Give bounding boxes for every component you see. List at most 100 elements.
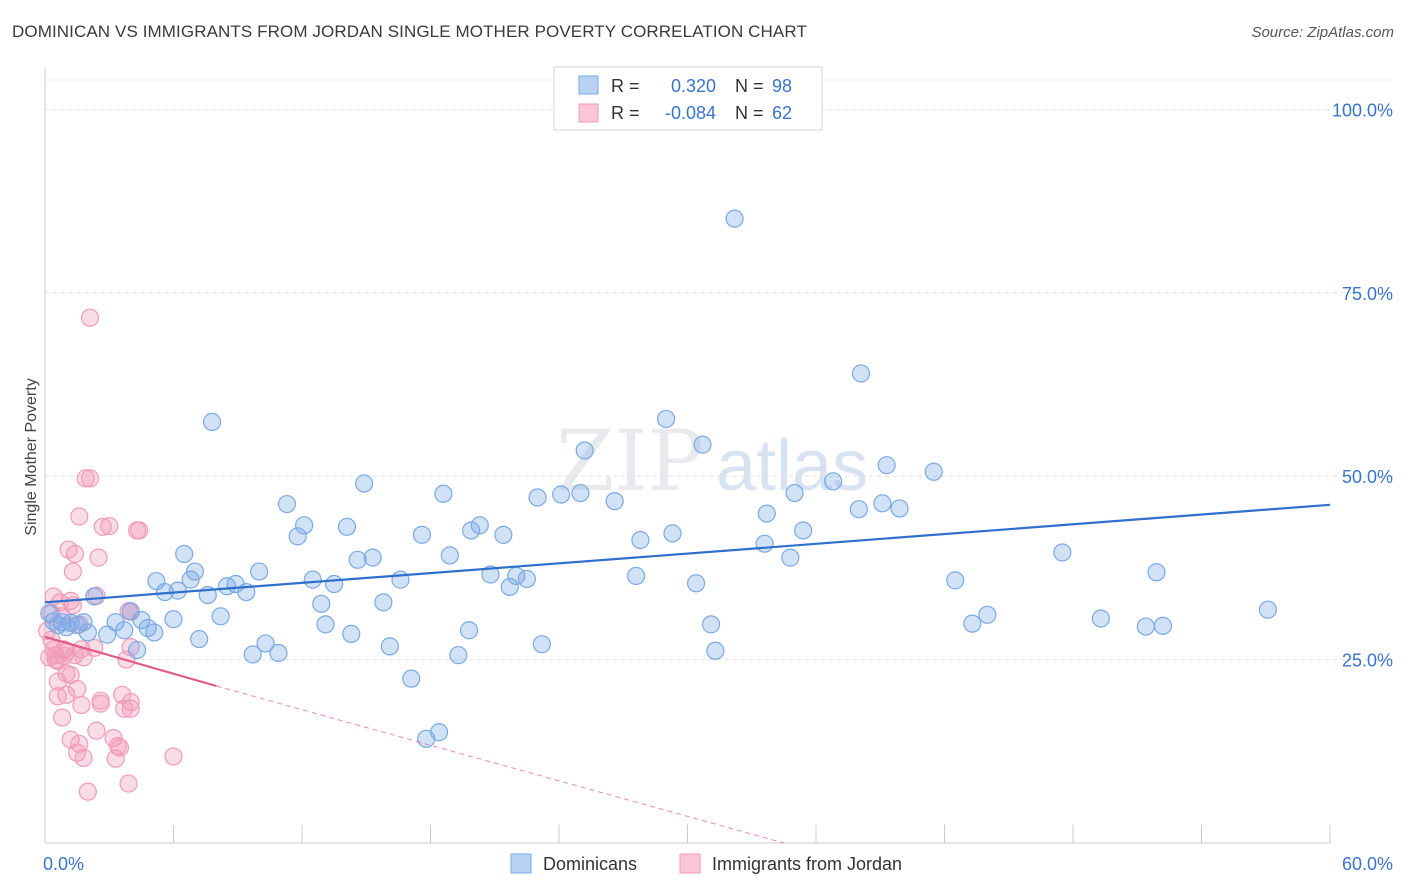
dominicans-point-24 <box>185 562 205 581</box>
dominicans-point-96 <box>1053 543 1072 562</box>
dominicans-point-101 <box>1258 600 1277 619</box>
jordan-point-62 <box>130 521 149 540</box>
dominicans-point-44 <box>342 624 361 644</box>
x-tick-label-0: 0.0% <box>43 854 84 874</box>
dominicans-point-62 <box>494 525 513 544</box>
y-axis-label: Single Mother Poverty <box>23 378 40 535</box>
dominicans-point-74 <box>656 409 676 429</box>
dominicans-point-25 <box>190 629 209 649</box>
stats-n-value-2: 62 <box>772 103 792 123</box>
stats-n-label-1: N = <box>735 76 764 96</box>
legend-swatch-jordan <box>679 853 701 874</box>
dominicans-point-59 <box>462 521 481 540</box>
stats-swatch-dominicans <box>578 75 599 95</box>
dominicans-point-70 <box>575 441 594 460</box>
dominicans-point-54 <box>429 723 449 742</box>
legend-swatch-dominicans <box>510 853 532 874</box>
jordan-point-63 <box>164 747 183 766</box>
dominicans-point-60 <box>470 516 489 535</box>
dominicans-point-100 <box>1153 616 1173 635</box>
jordan-point-18 <box>57 685 76 704</box>
dominicans-point-48 <box>374 593 393 612</box>
dominicans-point-8 <box>78 623 97 642</box>
watermark-zip: ZIP <box>556 412 704 510</box>
grid-lines <box>45 79 1392 661</box>
jordan-point-0 <box>38 621 57 641</box>
dominicans-point-51 <box>402 669 421 688</box>
x-tick-label-1: 60.0% <box>1342 854 1393 874</box>
dominicans-point-10 <box>98 625 117 644</box>
dominicans-point-82 <box>757 504 776 523</box>
jordan-point-29 <box>70 734 89 754</box>
dominicans-point-69 <box>571 483 590 503</box>
stats-n-label-2: N = <box>735 103 764 123</box>
jordan-point-25 <box>65 544 85 564</box>
dominicans-point-99 <box>1147 563 1166 582</box>
dominicans-point-73 <box>631 530 650 550</box>
dominicans-point-28 <box>211 607 230 626</box>
stats-r-value-1: 0.320 <box>671 76 716 96</box>
jordan-point-53 <box>115 699 134 718</box>
dominicans-point-39 <box>303 570 322 589</box>
dominicans-point-35 <box>269 643 288 663</box>
y-tick-label-1: 50.0% <box>1342 467 1393 487</box>
chart-title: DOMINICAN VS IMMIGRANTS FROM JORDAN SING… <box>12 22 807 41</box>
jordan-point-28 <box>68 679 87 699</box>
dominicans-point-33 <box>250 562 269 581</box>
dominicans-point-47 <box>363 548 382 567</box>
jordan-point-12 <box>53 708 72 727</box>
trend-line-dominicans <box>44 503 1331 604</box>
dominicans-point-14 <box>127 640 147 660</box>
dominicans-point-95 <box>978 605 997 624</box>
dominicans-point-45 <box>348 550 367 569</box>
trend-lines <box>44 503 1331 844</box>
jordan-point-46 <box>93 517 112 536</box>
dominicans-point-49 <box>380 637 399 656</box>
dominicans-point-67 <box>532 635 551 654</box>
dominicans-point-40 <box>312 594 331 613</box>
series-dominicans-points <box>40 209 1277 748</box>
legend-label-jordan: Immigrants from Jordan <box>712 854 902 874</box>
dominicans-point-43 <box>337 517 357 536</box>
jordan-point-34 <box>74 748 93 767</box>
dominicans-point-17 <box>145 623 164 642</box>
jordan-point-59 <box>121 699 140 718</box>
jordan-point-47 <box>100 516 119 536</box>
jordan-point-23 <box>63 562 82 581</box>
dominicans-point-55 <box>434 484 453 503</box>
y-tick-label-3: 100.0% <box>1332 100 1393 120</box>
dominicans-point-63 <box>500 577 519 597</box>
dominicans-point-71 <box>605 492 624 511</box>
stats-legend-box <box>553 66 823 131</box>
dominicans-point-9 <box>85 587 104 606</box>
y-tick-label-0: 25.0% <box>1342 651 1393 671</box>
bottom-legend: Dominicans Immigrants from Jordan <box>510 853 902 874</box>
dominicans-point-84 <box>785 483 804 503</box>
stats-n-value-1: 98 <box>772 76 792 96</box>
jordan-point-60 <box>121 693 140 712</box>
jordan-point-43 <box>89 548 108 567</box>
legend-label-dominicans: Dominicans <box>543 854 637 874</box>
y-tick-label-2: 75.0% <box>1342 284 1393 304</box>
watermark-atlas: atlas <box>716 426 868 506</box>
dominicans-point-85 <box>794 521 813 540</box>
jordan-point-48 <box>104 728 123 748</box>
trend-line-jordan <box>44 635 217 688</box>
stats-r-label-1: R = <box>611 76 640 96</box>
dominicans-point-37 <box>288 527 307 546</box>
dominicans-point-88 <box>851 364 871 383</box>
dominicans-point-50 <box>391 570 410 589</box>
dominicans-point-75 <box>663 524 682 543</box>
series-jordan-points <box>38 308 183 801</box>
dominicans-point-12 <box>115 621 134 640</box>
dominicans-point-20 <box>164 610 183 629</box>
jordan-point-30 <box>70 507 89 526</box>
dominicans-point-72 <box>626 566 646 586</box>
dominicans-point-91 <box>890 499 909 518</box>
dominicans-point-61 <box>481 565 500 584</box>
dominicans-point-22 <box>175 544 194 564</box>
dominicans-point-77 <box>693 435 712 454</box>
dominicans-point-76 <box>686 574 706 593</box>
dominicans-point-80 <box>725 209 744 228</box>
